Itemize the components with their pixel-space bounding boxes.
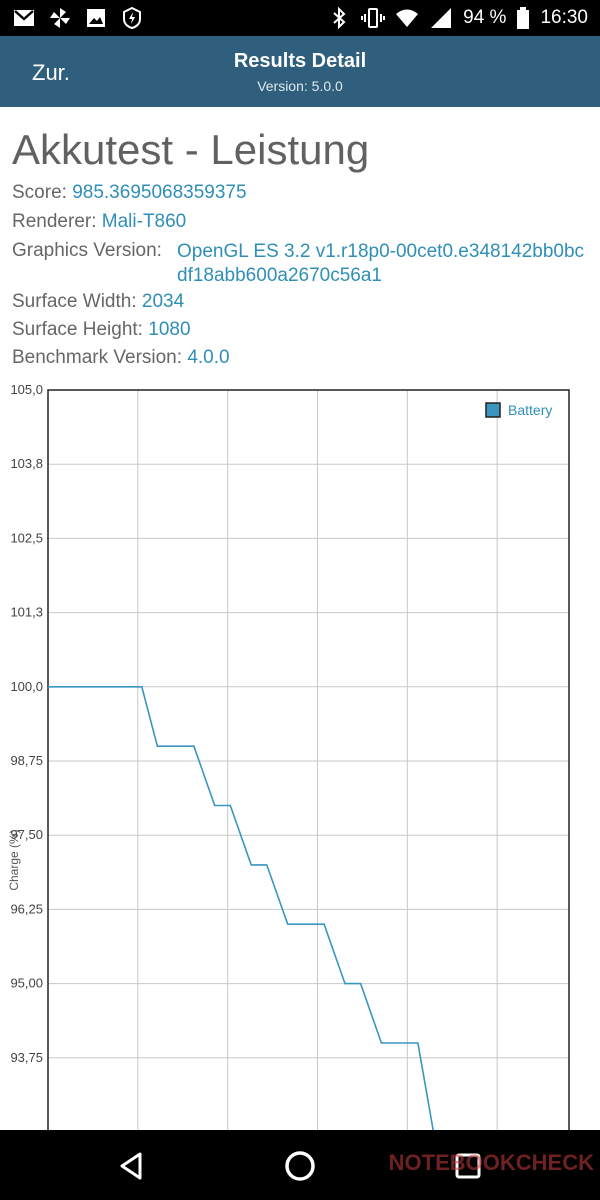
benchmark-version-row: Benchmark Version: 4.0.0 [12, 347, 230, 369]
score-value: 985.3695068359375 [72, 182, 247, 203]
y-tick-label: 102,5 [10, 530, 43, 545]
y-tick-label: 103,8 [10, 456, 43, 471]
y-tick-label: 95,00 [10, 976, 43, 991]
graphics-version-value: OpenGL ES 3.2 v1.r18p0-00cet0.e348142bb0… [177, 241, 585, 286]
renderer-label: Renderer: [12, 211, 102, 232]
renderer-value: Mali-T860 [101, 211, 187, 232]
surface-width-row: Surface Width: 2034 [12, 291, 184, 313]
surface-height-row: Surface Height: 1080 [12, 319, 191, 341]
signal-icon [429, 6, 453, 30]
clock: 16:30 [540, 7, 588, 28]
navigation-bar: NOTEBOOKCHECK [0, 1130, 600, 1200]
back-nav-icon[interactable] [114, 1148, 150, 1184]
renderer-row: Renderer: Mali-T860 [12, 211, 186, 233]
surface-height-label: Surface Height: [12, 319, 149, 340]
y-tick-label: 98,75 [10, 753, 43, 768]
pinwheel-icon [48, 6, 72, 30]
battery-percent: 94 % [463, 7, 507, 28]
gmail-icon [12, 6, 36, 30]
surface-height-value: 1080 [148, 319, 191, 340]
bluetooth-icon [327, 6, 351, 30]
benchmark-version-label: Benchmark Version: [12, 347, 188, 368]
vibrate-icon [361, 6, 386, 30]
page-title: Results Detail [233, 50, 367, 72]
watermark: NOTEBOOKCHECK [388, 1150, 594, 1175]
recents-nav-icon[interactable] [450, 1148, 486, 1184]
y-tick-label: 101,3 [10, 605, 43, 620]
status-bar: 94 % 16:30 [0, 0, 600, 36]
graphics-version-row: Graphics Version: OpenGL ES 3.2 v1.r18p0… [12, 240, 592, 290]
y-tick-label: 100,0 [10, 679, 43, 694]
y-tick-label: 97,50 [10, 827, 43, 842]
flash-icon [120, 6, 144, 30]
surface-width-value: 2034 [141, 291, 185, 312]
version-subtitle: Version: 5.0.0 [257, 78, 343, 94]
chart-svg: 105,0 103,8 102,5 101,3 100,0 98,75 97,50 96,25… [7, 382, 570, 1133]
graphics-version-label: Graphics Version: [12, 240, 162, 261]
home-nav-icon[interactable] [282, 1148, 318, 1184]
battery-icon [516, 6, 530, 30]
series-line-battery [48, 685, 435, 1133]
app-bar: Zur. Results Detail Version: 5.0.0 [0, 36, 600, 107]
battery-chart: 105,0 103,8 102,5 101,3 100,0 98,75 97,50 96,25… [0, 380, 600, 1133]
legend-swatch-battery [485, 402, 501, 418]
grid-vertical [137, 390, 498, 1132]
score-label: Score: [12, 182, 73, 203]
series-lines [48, 685, 435, 1133]
image-icon [84, 6, 108, 30]
test-heading: Akkutest - Leistung [12, 126, 370, 173]
y-tick-labels: 105,0 103,8 102,5 101,3 100,0 98,75 97,50 96,25… [10, 382, 43, 1065]
wifi-icon [395, 6, 419, 30]
grid-horizontal [48, 389, 569, 1059]
y-tick-label: 105,0 [10, 382, 43, 397]
y-axis-label: Charge (%) [7, 829, 21, 890]
benchmark-version-value: 4.0.0 [187, 347, 230, 368]
surface-width-label: Surface Width: [12, 291, 142, 312]
y-tick-label: 96,25 [10, 901, 43, 916]
back-button[interactable]: Zur. [32, 60, 70, 85]
score-row: Score: 985.3695068359375 [12, 182, 247, 204]
y-tick-label: 93,75 [10, 1050, 43, 1065]
legend-label-battery: Battery [508, 402, 552, 418]
legend: Battery [485, 402, 552, 418]
